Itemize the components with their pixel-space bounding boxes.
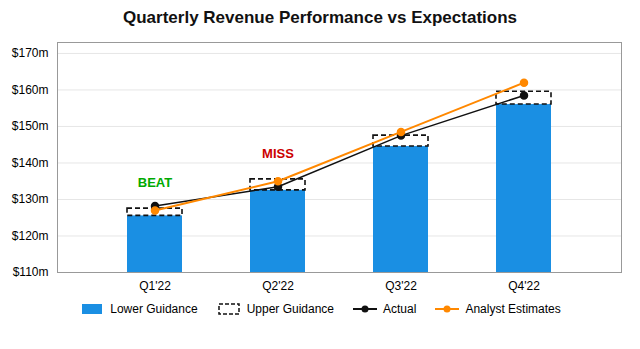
html-text:Quarterly Revenue Performance: Quarterly Revenue Performance vs Expecta… — [123, 8, 517, 27]
svg-text:$110m: $110m — [13, 265, 49, 279]
svg-text:$170m: $170m — [12, 46, 49, 60]
svg-text:$150m: $150m — [12, 119, 49, 133]
svg-text:$140m: $140m — [12, 156, 49, 170]
svg-text:Q3'22: Q3'22 — [385, 279, 417, 293]
html-text:Upper Guidance: Upper Guidance — [246, 302, 334, 316]
html-text:Lower Guidance: Lower Guidance — [110, 302, 198, 316]
svg-text:MISS: MISS — [262, 146, 294, 161]
html-text:Analyst Estimates: Analyst Estimates — [465, 302, 561, 316]
svg-text:Q1'22: Q1'22 — [139, 279, 171, 293]
svg-text:Q2'22: Q2'22 — [262, 279, 294, 293]
svg-text:$120m: $120m — [12, 229, 49, 243]
svg-text:$160m: $160m — [12, 83, 49, 97]
svg-text:$130m: $130m — [12, 192, 49, 206]
svg-text:BEAT: BEAT — [138, 175, 172, 190]
svg-text:Q4'22: Q4'22 — [508, 279, 540, 293]
html-text:Actual: Actual — [383, 302, 417, 316]
